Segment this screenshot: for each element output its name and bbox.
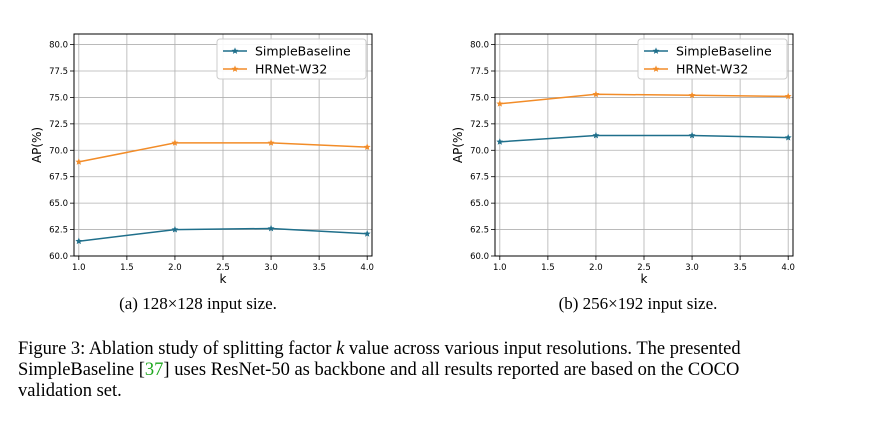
chart-b: 1.0 1.5 2.0 2.5 3.0 3.5 4.0 60.0 62.5 65.0 67.5 70.… xyxy=(451,33,795,286)
x-tick-label: 2.0 xyxy=(589,263,603,273)
y-tick-label: 77.5 xyxy=(49,67,68,77)
x-tick-label: 3.5 xyxy=(312,263,326,273)
y-tick-label: 67.5 xyxy=(470,173,489,183)
data-point xyxy=(171,139,179,146)
data-point xyxy=(592,131,600,139)
data-point xyxy=(784,92,792,100)
caption-text-4: ] uses ResNet-50 as backbone and all res… xyxy=(163,360,740,380)
caption-text-5: validation set. xyxy=(18,381,122,401)
y-tick-label: 75.0 xyxy=(49,93,68,103)
y-tick-label: 72.5 xyxy=(49,120,68,130)
x-tick-label: 2.0 xyxy=(168,263,182,273)
y-tick-label: 75.0 xyxy=(470,93,489,103)
legend-label: SimpleBaseline xyxy=(255,44,351,59)
series-line-hrnet-w32 xyxy=(499,93,789,105)
x-tick-label: 1.0 xyxy=(72,263,86,273)
plot-frame xyxy=(73,33,373,257)
legend-marker xyxy=(652,47,660,54)
x-tick-label: 3.0 xyxy=(685,263,699,273)
legend-marker xyxy=(652,65,660,72)
y-tick-label: 80.0 xyxy=(49,41,68,51)
y-tick-label: 80.0 xyxy=(470,41,489,51)
legend: SimpleBaseline HRNet-W32 xyxy=(637,38,788,80)
caption-text-1: Figure 3: Ablation study of splitting fa… xyxy=(18,339,337,359)
caption-text-2: value across various input resolutions. … xyxy=(344,339,741,359)
data-point xyxy=(171,225,179,233)
x-tick-label: 4.0 xyxy=(781,263,795,273)
data-point xyxy=(267,224,275,232)
legend-marker xyxy=(231,65,239,72)
y-tick-label: 65.0 xyxy=(49,199,68,209)
data-point xyxy=(592,90,600,98)
x-tick-label: 1.5 xyxy=(120,263,134,273)
x-tick-label: 1.5 xyxy=(541,263,555,273)
legend-label: SimpleBaseline xyxy=(676,44,772,59)
x-tick-label: 2.5 xyxy=(216,263,230,273)
x-tick-label: 3.5 xyxy=(733,263,747,273)
legend-box xyxy=(216,38,367,80)
y-tick-label: 60.0 xyxy=(470,252,489,262)
caption-text-3: SimpleBaseline [ xyxy=(18,360,145,380)
x-axis-label: k xyxy=(220,272,227,286)
chart-a: 1.0 1.5 2.0 2.5 3.0 3.5 4.0 60.0 62.5 65.0 67.5 70.… xyxy=(30,33,374,286)
y-tick-label: 67.5 xyxy=(49,173,68,183)
data-point xyxy=(75,158,83,165)
data-point xyxy=(363,143,371,151)
legend-box xyxy=(637,38,788,80)
y-axis-label: AP(%) xyxy=(30,127,44,163)
y-tick-label: 62.5 xyxy=(49,226,68,236)
legend-label: HRNet-W32 xyxy=(255,62,327,77)
citation-link[interactable]: 37 xyxy=(144,360,164,380)
plot-frame xyxy=(494,33,794,257)
y-tick-label: 62.5 xyxy=(470,226,489,236)
x-tick-label: 2.5 xyxy=(637,263,651,273)
y-tick-label: 70.0 xyxy=(49,146,68,156)
data-point xyxy=(267,139,275,146)
data-point xyxy=(363,230,371,237)
caption-k: k xyxy=(336,339,345,359)
data-point xyxy=(75,237,83,245)
data-point xyxy=(496,100,504,107)
x-tick-label: 3.0 xyxy=(264,263,278,273)
y-tick-label: 77.5 xyxy=(470,67,489,77)
y-tick-label: 60.0 xyxy=(49,252,68,262)
y-axis-label: AP(%) xyxy=(451,127,465,163)
legend: SimpleBaseline HRNet-W32 xyxy=(216,38,367,80)
data-point xyxy=(496,138,504,145)
data-point xyxy=(688,91,696,99)
series-line-simplebaseline xyxy=(499,134,789,143)
subcaption-a: (a) 128×128 input size. xyxy=(119,294,277,313)
y-tick-label: 70.0 xyxy=(470,146,489,156)
subcaption-b: (b) 256×192 input size. xyxy=(558,294,718,313)
legend-marker xyxy=(231,47,239,54)
data-point xyxy=(688,131,696,139)
legend-label: HRNet-W32 xyxy=(676,62,748,77)
x-axis-label: k xyxy=(641,272,648,286)
figure-caption: Figure 3: Ablation study of splitting fa… xyxy=(18,339,853,402)
y-tick-label: 65.0 xyxy=(470,199,489,209)
y-tick-label: 72.5 xyxy=(470,120,489,130)
series-line-hrnet-w32 xyxy=(78,142,368,163)
data-point xyxy=(784,134,792,141)
x-tick-label: 4.0 xyxy=(360,263,374,273)
series-line-simplebaseline xyxy=(78,227,368,242)
x-tick-label: 1.0 xyxy=(493,263,507,273)
